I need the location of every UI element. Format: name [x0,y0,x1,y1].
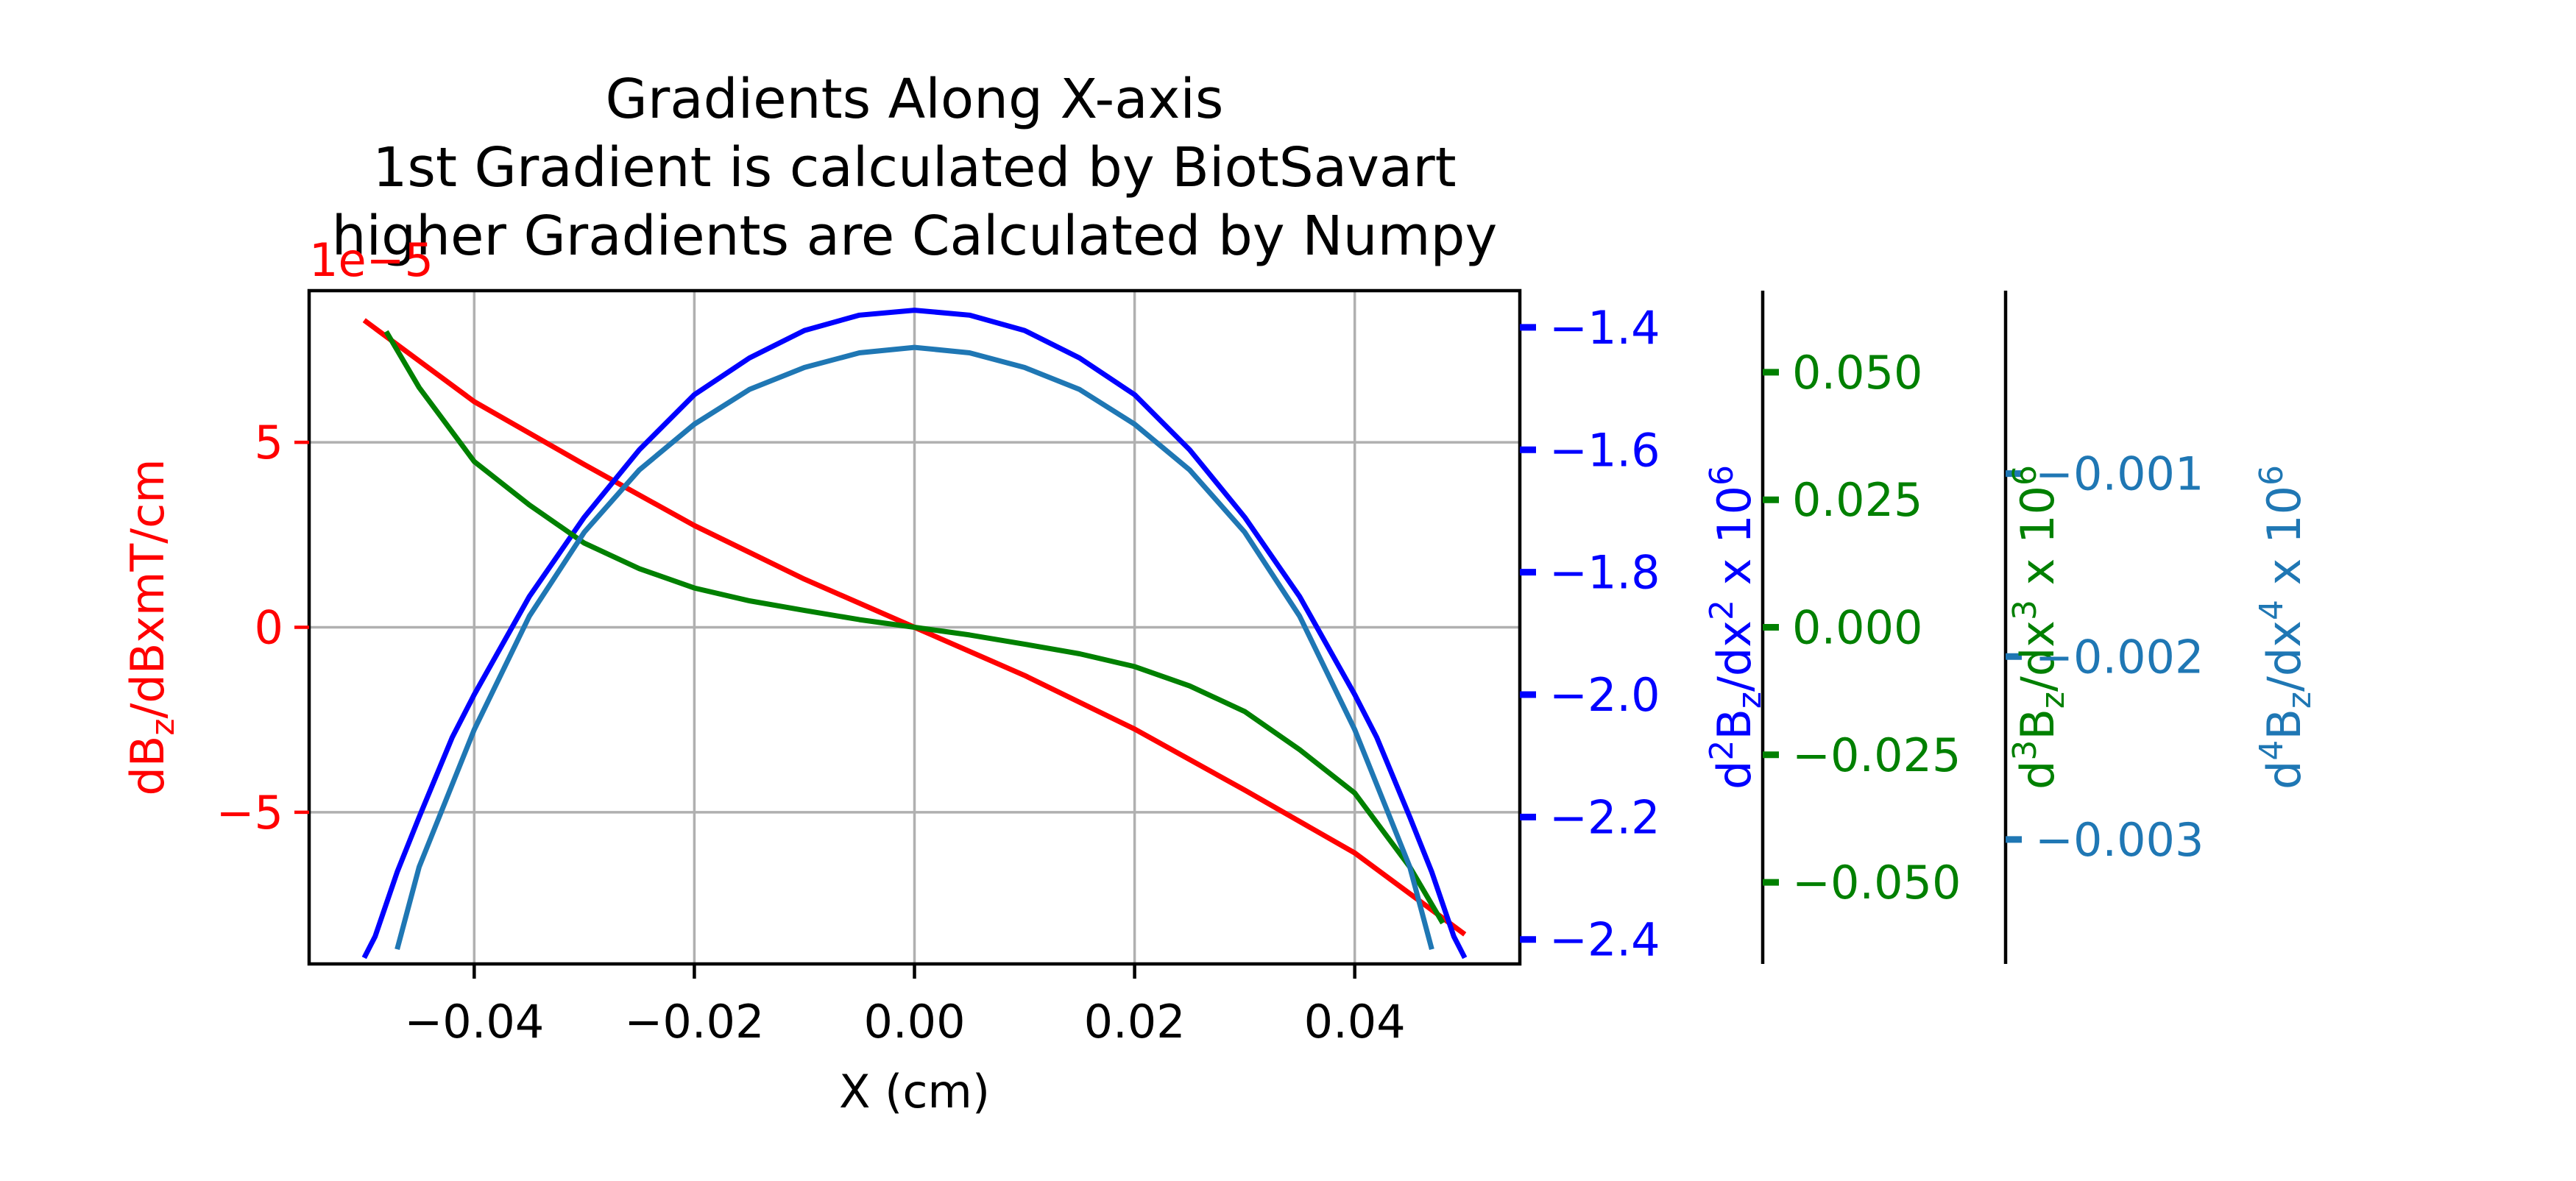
x-tick-label: 0.00 [863,995,965,1049]
series-line-ax2 [361,308,1468,960]
y-tick-label: 5 [255,416,283,469]
axes-layer [294,288,2022,979]
x-axis-label: X (cm) [839,1065,990,1118]
y-offset-text: 1e−5 [309,233,434,287]
x-tick-label: −0.04 [404,995,544,1049]
tick-label-ax3: 0.025 [1792,473,1923,527]
tick-label-ax2: −1.6 [1549,423,1660,477]
chart-title-line: 1st Gradient is calculated by BiotSavart [372,136,1456,199]
y-tick-label: −5 [216,786,283,840]
x-tick-label: 0.02 [1084,995,1186,1049]
y-tick-label: 0 [255,601,283,655]
tick-label-ax2: −2.0 [1549,668,1660,722]
tick-label-ax3: 0.050 [1792,346,1923,400]
chart-title-line: higher Gradients are Calculated by Numpy [332,205,1498,268]
text-layer: −0.04 −0.02 0.00 0.02 0.04 X (cm) Gradients Al… [121,68,2318,1118]
x-tick-label: 0.04 [1304,995,1406,1049]
y-axis-label-ax2: d2Bz/dx2 x 106 [1703,465,1769,790]
tick-label-ax2: −1.4 [1549,301,1660,355]
tick-label-ax2: −2.4 [1549,913,1660,967]
tick-label-ax3: 0.000 [1792,601,1923,655]
tick-label-ax2: −1.8 [1549,546,1660,600]
y-axis-label-left: dBz/dBxmT/cm [121,458,182,795]
tick-label-ax2: −2.2 [1549,790,1660,844]
tick-label-ax4: −0.002 [2035,630,2204,684]
y-axis-label-ax3: d3Bz/dx3 x 106 [2006,465,2072,790]
series-line-ax4 [394,344,1434,951]
tick-label-ax3: −0.050 [1792,856,1961,909]
series-line-ax3 [383,330,1446,925]
chart-title-line: Gradients Along X-axis [606,68,1224,131]
tick-label-ax3: −0.025 [1792,728,1961,782]
y-axis-label-ax4: d4Bz/dx4 x 106 [2253,465,2318,790]
series-layer [361,308,1468,960]
tick-label-ax4: −0.001 [2035,447,2204,501]
x-tick-label: −0.02 [624,995,764,1049]
tick-label-ax4: −0.003 [2035,813,2204,867]
